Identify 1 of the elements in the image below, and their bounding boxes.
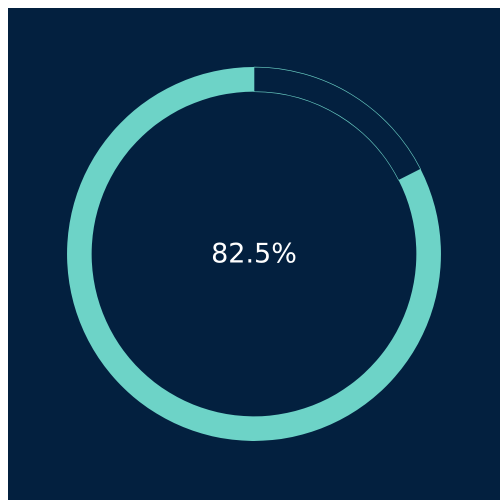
data-label: 82.5% bbox=[211, 238, 297, 270]
